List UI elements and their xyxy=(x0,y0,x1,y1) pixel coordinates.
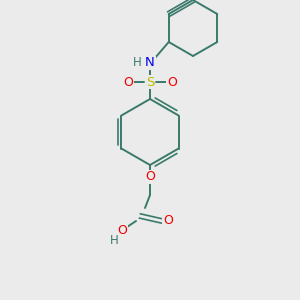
Text: O: O xyxy=(167,76,177,88)
Text: O: O xyxy=(123,76,133,88)
Text: S: S xyxy=(146,76,154,88)
Text: O: O xyxy=(117,224,127,238)
Text: O: O xyxy=(145,170,155,184)
Text: H: H xyxy=(133,56,141,70)
Text: H: H xyxy=(110,233,118,247)
Text: N: N xyxy=(145,56,155,70)
Text: O: O xyxy=(163,214,173,227)
